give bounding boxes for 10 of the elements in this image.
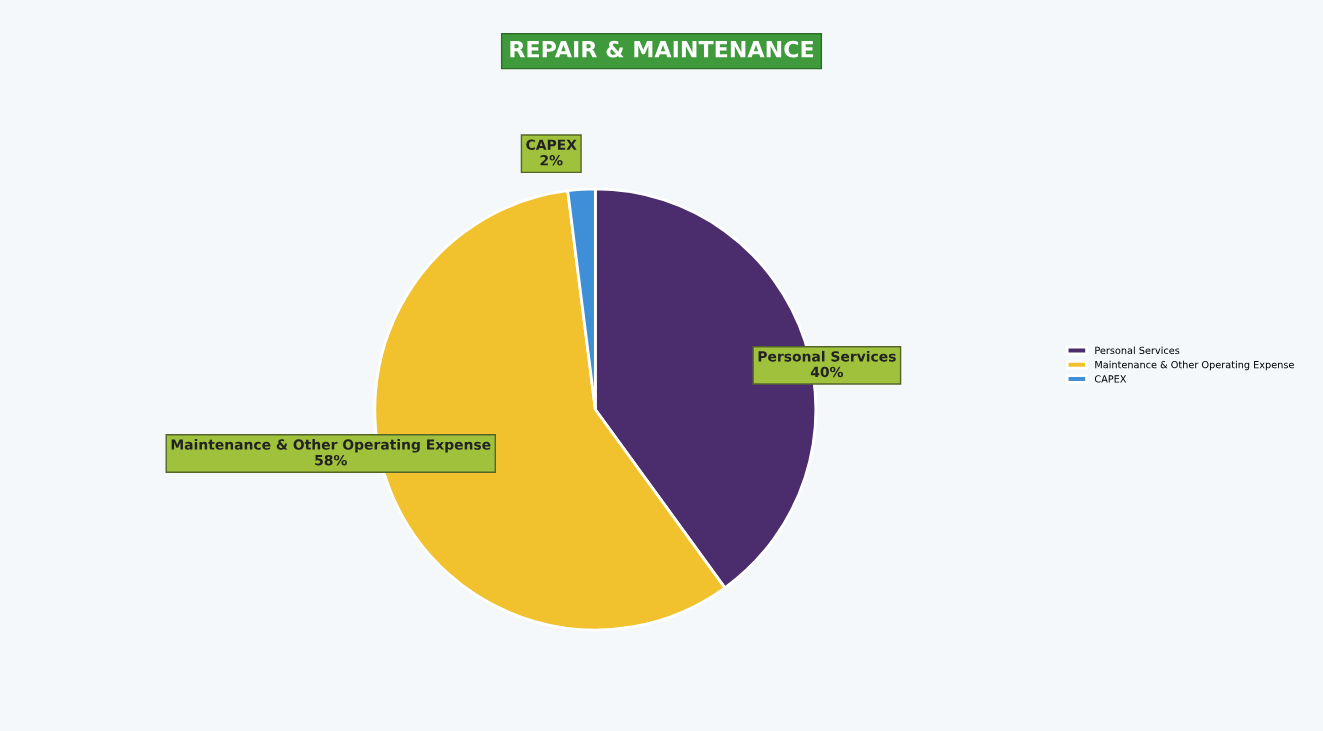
legend-label: CAPEX	[1094, 375, 1127, 383]
slice-label: Maintenance & Other Operating Expense	[171, 439, 491, 453]
chart-title: REPAIR & MAINTENANCE	[510, 40, 814, 58]
slice-label: CAPEX	[526, 139, 577, 150]
data-label: 40%	[810, 366, 844, 378]
data-label: 58%	[315, 454, 347, 466]
legend-label: Maintenance & Other Operating Expense	[1095, 360, 1294, 371]
slice-label: Personal Services	[758, 350, 896, 362]
data-label: 2%	[540, 155, 563, 166]
legend-label: Personal Services	[1095, 346, 1180, 355]
